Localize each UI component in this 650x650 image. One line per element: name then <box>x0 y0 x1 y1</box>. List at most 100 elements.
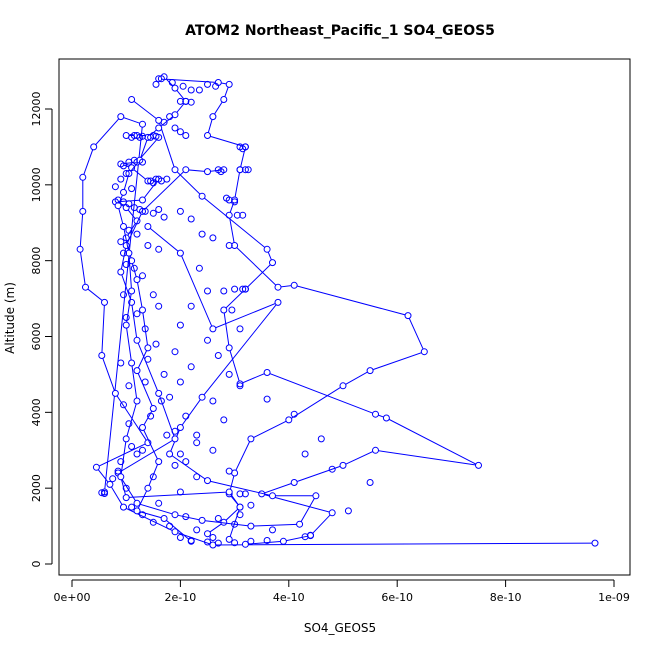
data-point-extra-146 <box>187 215 195 223</box>
data-point-s2-8 <box>82 283 89 291</box>
data-point-extra-101 <box>176 97 184 105</box>
data-point-extra-23 <box>155 206 163 213</box>
data-point-extra-150 <box>204 287 211 295</box>
data-point-extra-85 <box>247 537 255 545</box>
data-point-extra-59 <box>231 198 239 206</box>
data-point-s4-17 <box>139 306 146 314</box>
x-tick-label-2: 2e-10 <box>165 591 197 604</box>
data-point-s3-21 <box>279 537 287 545</box>
data-point-extra-72 <box>236 382 244 390</box>
data-point-s5-21 <box>117 268 125 276</box>
data-point-s2-18 <box>591 539 599 547</box>
data-point-s4-25 <box>160 515 168 522</box>
data-point-extra-134 <box>109 475 117 483</box>
data-point-extra-44 <box>149 473 157 481</box>
data-point-s1-6 <box>204 132 211 139</box>
data-point-extra-153 <box>171 348 179 356</box>
data-point-s5-4 <box>274 298 282 306</box>
data-point-extra-139 <box>214 515 222 522</box>
plot-area-frame <box>58 58 631 576</box>
data-point-extra-158 <box>171 427 179 435</box>
x-tick-label-3: 4e-10 <box>273 591 305 604</box>
data-point-s1-19 <box>247 435 255 443</box>
data-point-extra-115 <box>122 261 130 268</box>
data-point-extra-31 <box>149 291 157 299</box>
x-axis: 0e+00 2e-10 4e-10 6e-10 8e-10 1e-09 <box>54 579 630 604</box>
data-point-extra-107 <box>176 128 184 136</box>
data-point-s4-20 <box>149 405 157 412</box>
data-point-s3-3 <box>171 166 179 174</box>
data-point-s6-22 <box>225 535 233 543</box>
data-point-s1-16 <box>366 367 374 375</box>
data-point-s3-1 <box>128 96 136 103</box>
data-point-s2-16 <box>171 528 179 536</box>
data-point-extra-98 <box>195 86 203 94</box>
data-point-s1-17 <box>339 382 347 390</box>
data-point-extra-65 <box>241 285 249 293</box>
data-point-extra-103 <box>187 98 195 106</box>
data-point-extra-24 <box>160 213 168 221</box>
data-point-extra-71 <box>225 370 233 378</box>
data-point-extra-45 <box>176 488 184 496</box>
data-point-s6-16 <box>133 397 141 405</box>
data-point-extra-42 <box>139 446 146 454</box>
data-point-extra-18 <box>125 200 133 208</box>
y-tick-label-1: 0 <box>30 561 43 568</box>
data-point-extra-48 <box>193 526 201 534</box>
data-point-extra-159 <box>193 439 201 447</box>
data-point-extra-160 <box>176 450 184 458</box>
data-point-extra-88 <box>344 507 352 515</box>
data-point-extra-136 <box>133 450 141 458</box>
data-point-extra-21 <box>141 207 149 215</box>
data-point-s3-9 <box>225 344 233 352</box>
data-point-extra-40 <box>147 412 155 420</box>
data-point-s6-18 <box>117 473 125 481</box>
data-point-s1-11 <box>231 242 239 249</box>
data-point-extra-56 <box>217 168 225 176</box>
data-point-extra-124 <box>122 484 130 492</box>
data-point-extra-118 <box>117 359 125 367</box>
data-point-extra-27 <box>144 242 152 249</box>
data-point-extra-102 <box>182 97 190 105</box>
data-point-extra-80 <box>247 501 255 509</box>
data-point-s4-22 <box>155 458 163 466</box>
data-point-s5-3 <box>209 325 217 333</box>
data-point-extra-156 <box>166 393 174 401</box>
data-point-s3-22 <box>241 540 249 548</box>
data-point-s6-9 <box>120 188 127 196</box>
data-point-s5-14 <box>171 511 179 519</box>
data-point-extra-92 <box>317 435 325 443</box>
y-tick-label-7: 12000 <box>30 92 43 127</box>
data-point-extra-130 <box>187 537 195 544</box>
data-point-extra-47 <box>182 513 190 521</box>
data-point-extra-37 <box>160 370 168 378</box>
data-point-extra-119 <box>125 382 133 390</box>
data-point-extra-120 <box>120 401 127 409</box>
data-point-extra-104 <box>166 113 174 121</box>
data-point-extra-77 <box>225 467 233 475</box>
data-point-s2-13 <box>92 463 100 471</box>
data-point-s2-10 <box>98 352 106 359</box>
data-point-extra-67 <box>228 306 236 314</box>
data-point-s3-4 <box>198 192 206 200</box>
data-point-extra-8 <box>130 156 138 164</box>
data-point-s3-16 <box>339 461 347 469</box>
data-point-extra-86 <box>263 537 271 544</box>
data-point-extra-145 <box>198 230 206 238</box>
data-point-extra-131 <box>204 538 211 546</box>
data-point-extra-95 <box>168 79 176 86</box>
data-point-extra-78 <box>236 490 244 498</box>
data-point-extra-144 <box>263 395 271 403</box>
data-point-s5-22 <box>122 242 130 249</box>
data-point-s1-24 <box>204 530 211 538</box>
data-point-extra-135 <box>114 467 122 475</box>
data-point-s3-13 <box>382 414 390 422</box>
data-point-extra-117 <box>122 314 130 321</box>
data-point-s3-6 <box>269 259 276 267</box>
data-point-extra-61 <box>239 211 247 219</box>
data-point-s6-10 <box>114 202 122 210</box>
data-point-extra-15 <box>163 175 171 183</box>
chart-title: ATOM2 Northeast_Pacific_1 SO4_GEOS5 <box>185 23 495 39</box>
data-point-extra-127 <box>149 518 157 526</box>
data-point-s4-19 <box>133 367 141 375</box>
